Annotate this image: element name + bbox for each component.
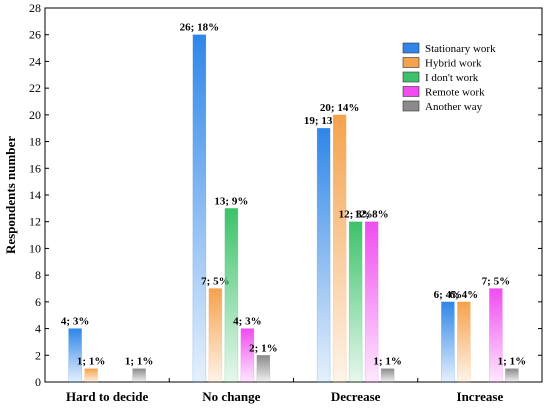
y-tick-label: 16 xyxy=(29,161,41,175)
legend-swatch xyxy=(402,42,420,54)
bar-another-way xyxy=(256,354,271,383)
y-tick-label: 6 xyxy=(35,295,41,309)
legend-swatch xyxy=(402,86,420,97)
bar-hybrid-work xyxy=(332,114,347,383)
x-category-label: Increase xyxy=(457,389,504,404)
legend-label: Remote work xyxy=(425,87,485,99)
data-label: 1; 1% xyxy=(77,356,105,368)
data-label: 20; 14% xyxy=(320,102,359,114)
y-tick-label: 26 xyxy=(29,28,41,42)
data-label: 12; 8% xyxy=(355,209,389,221)
bar-stationary-work xyxy=(68,328,82,383)
y-axis-title: Respondents number xyxy=(3,136,18,254)
bar-hybrid-work xyxy=(208,288,223,383)
x-category-label: Hard to decide xyxy=(66,389,149,404)
bar-remote-work xyxy=(489,288,503,383)
legend-swatch xyxy=(402,100,420,112)
legend: Stationary work Hybrid work I don't work Re… xyxy=(400,40,512,117)
y-tick-label: 22 xyxy=(29,81,41,95)
bar-stationary-work xyxy=(316,127,331,383)
bar-hybrid-work xyxy=(457,301,471,383)
y-tick-label: 4 xyxy=(35,322,41,336)
bar-remote-work xyxy=(364,221,379,383)
y-tick-label: 20 xyxy=(29,108,41,122)
bar-stationary-work xyxy=(441,301,455,383)
data-label: 1; 1% xyxy=(373,356,401,368)
legend-swatch xyxy=(402,71,420,83)
y-tick-label: 24 xyxy=(29,54,41,68)
x-category-label: No change xyxy=(202,389,260,404)
data-label: 12; 8% xyxy=(339,209,373,221)
bar-hybrid-work xyxy=(84,368,98,383)
bar-another-way xyxy=(380,368,395,383)
data-label: 7; 5% xyxy=(482,276,510,288)
data-label: 1; 1% xyxy=(498,356,526,368)
y-tick-label: 0 xyxy=(35,375,41,389)
data-label: 4; 3% xyxy=(233,316,261,328)
bar-i-don-t-work xyxy=(348,221,363,383)
data-label: 1; 1% xyxy=(125,356,153,368)
y-tick-label: 18 xyxy=(29,135,41,149)
y-tick-label: 12 xyxy=(29,215,41,229)
data-label: 7; 5% xyxy=(201,276,229,288)
y-tick-label: 28 xyxy=(29,1,41,15)
bar-another-way xyxy=(505,368,519,383)
legend-label: Stationary work xyxy=(425,43,496,55)
x-category-label: Decrease xyxy=(331,389,381,404)
legend-label: I don't work xyxy=(425,72,479,84)
bar-another-way xyxy=(132,368,146,383)
legend-swatch xyxy=(402,57,420,68)
y-tick-label: 8 xyxy=(35,268,41,282)
y-tick-label: 14 xyxy=(29,188,41,202)
y-tick-label: 2 xyxy=(35,348,41,362)
data-label: 26; 18% xyxy=(180,22,219,34)
bar-i-don-t-work xyxy=(224,208,239,383)
legend-label: Hybrid work xyxy=(425,58,482,70)
data-label: 6; 4% xyxy=(450,289,478,301)
data-label: 6; 4% xyxy=(434,289,462,301)
data-label: 2; 1% xyxy=(249,342,277,354)
data-label: 13; 9% xyxy=(214,195,248,207)
bar-remote-work xyxy=(240,328,255,383)
y-tick-label: 10 xyxy=(29,241,41,255)
legend-label: Another way xyxy=(425,101,483,113)
data-label: 4; 3% xyxy=(61,316,89,328)
bar-stationary-work xyxy=(192,34,207,383)
